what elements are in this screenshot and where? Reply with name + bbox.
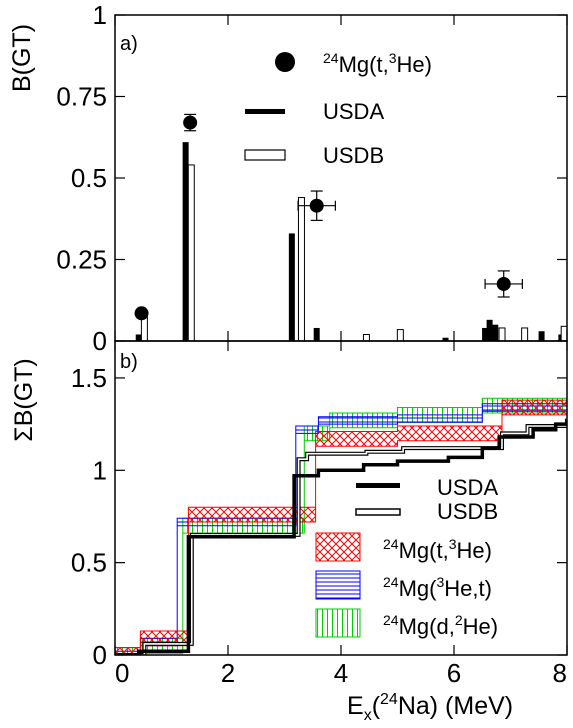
- ytick-label: 0.75: [56, 82, 107, 112]
- ytick-label: 0: [93, 640, 107, 670]
- panel-b-xlabel: Ex(24Na) (MeV): [347, 691, 513, 724]
- panel-a-ylabel: B(GT): [8, 24, 36, 92]
- panel-b-legend: USDA USDB 24Mg(t,3He) 24Mg(3He,t) 24Mg(d…: [315, 475, 498, 639]
- usdb-bar: [187, 164, 195, 341]
- legend-label-usdb-a: USDB: [323, 143, 384, 168]
- usdb-inner-line: [115, 418, 567, 655]
- legend-marker-usda-a: [245, 109, 285, 114]
- ytick-label: 0.5: [71, 163, 107, 193]
- usda-bar: [486, 319, 493, 341]
- usdb-bar: [498, 327, 506, 341]
- data-point: [134, 306, 149, 321]
- legend-label-tHe-b: 24Mg(t,3He): [383, 536, 492, 563]
- panel-a-label: a): [120, 33, 138, 55]
- legend-label-usda-b: USDA: [437, 475, 498, 500]
- usda-bar: [482, 327, 489, 341]
- panel-b-label: b): [120, 351, 138, 373]
- legend-marker-usdb-a: [244, 149, 286, 161]
- ytick-label: 1.5: [71, 363, 107, 393]
- legend-label-d2He-b: 24Mg(d,2He): [383, 612, 498, 639]
- xtick-label: 0: [115, 658, 129, 688]
- legend-marker-usda-b: [356, 483, 400, 488]
- usda-bar: [313, 327, 320, 341]
- legend-label-usda-a: USDA: [323, 99, 384, 124]
- usda-bar: [182, 142, 189, 341]
- legend-marker-tHe-b: [315, 532, 361, 562]
- usda-bar: [135, 334, 142, 341]
- panel-a: 0 0.25 0.5 0.75 1 a) B(GT) 24Mg(t,3He) USDA …: [8, 0, 568, 356]
- data-point: [496, 276, 511, 291]
- legend-marker-d2He-b: [315, 608, 361, 638]
- usda-bar: [442, 337, 449, 341]
- ytick-label: 0: [93, 326, 107, 356]
- data-point: [309, 198, 324, 213]
- usdb-bar: [396, 329, 404, 341]
- legend-label-3Het-b: 24Mg(3He,t): [383, 574, 492, 601]
- xtick-label: 8: [553, 658, 567, 688]
- legend-marker-3Het-b: [315, 570, 361, 600]
- xtick-label: 4: [334, 658, 348, 688]
- usdb-bar: [297, 197, 305, 341]
- ytick-label: 1: [93, 0, 107, 30]
- usda-line: [115, 420, 567, 655]
- ytick-label: 0.5: [71, 548, 107, 578]
- usda-bar: [288, 233, 295, 341]
- legend-marker-tHe: [275, 52, 295, 72]
- xtick-label: 6: [447, 658, 461, 688]
- panel-a-legend: 24Mg(t,3He) USDA USDB: [244, 50, 432, 168]
- panel-b-ticks: 0 0.5 1 1.5 0 2 4 6 8: [71, 341, 568, 688]
- usda-bar: [492, 324, 499, 341]
- xtick-label: 2: [221, 658, 235, 688]
- panel-b-plot-area: [115, 392, 567, 655]
- panel-a-plot-area: [134, 113, 567, 341]
- data-point: [183, 115, 198, 130]
- ytick-label: 0.25: [56, 245, 107, 275]
- ytick-label: 1: [93, 455, 107, 485]
- legend-marker-usdb-b: [355, 508, 401, 516]
- legend-label-tHe: 24Mg(t,3He): [323, 50, 432, 77]
- panel-a-ticks: 0 0.25 0.5 0.75 1: [56, 0, 568, 356]
- usda-bar: [538, 331, 545, 341]
- usdb-bar: [362, 333, 370, 341]
- legend-label-usdb-b: USDB: [437, 499, 498, 524]
- panel-b-ylabel: ΣB(GT): [10, 358, 38, 442]
- usdb-bar: [521, 327, 529, 341]
- panel-b: 0 0.5 1 1.5 0 2 4 6 8 b) ΣB(GT) Ex(24Na) (MeV) U…: [10, 340, 568, 724]
